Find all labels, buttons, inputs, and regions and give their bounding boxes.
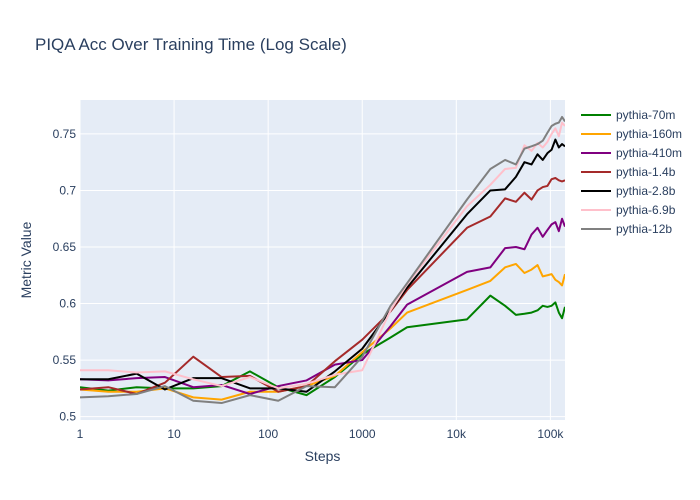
- series-line-pythia-410m: [80, 217, 565, 395]
- x-tick-label: 10k: [447, 427, 467, 441]
- legend-item-pythia-2.8b[interactable]: pythia-2.8b: [581, 184, 676, 198]
- legend-item-pythia-1.4b[interactable]: pythia-1.4b: [581, 165, 676, 179]
- legend-item-pythia-12b[interactable]: pythia-12b: [581, 222, 672, 236]
- legend-label: pythia-70m: [616, 108, 675, 122]
- plot-area: [80, 100, 565, 420]
- x-axis-title: Steps: [305, 448, 341, 464]
- y-tick-label: 0.5: [59, 410, 76, 424]
- series-line-pythia-70m: [80, 294, 565, 397]
- series-line-pythia-1.4b: [80, 177, 565, 395]
- legend-item-pythia-70m[interactable]: pythia-70m: [581, 108, 675, 122]
- legend-label: pythia-1.4b: [616, 165, 676, 179]
- x-tick-label: 100: [258, 427, 278, 441]
- legend-label: pythia-6.9b: [616, 203, 676, 217]
- series-line-pythia-12b: [80, 115, 565, 405]
- legend: pythia-70m pythia-160m pythia-410m pythia-1…: [581, 108, 682, 236]
- legend-item-pythia-160m[interactable]: pythia-160m: [581, 127, 682, 141]
- x-tick-label: 100k: [537, 427, 564, 441]
- legend-label: pythia-160m: [616, 127, 682, 141]
- y-tick-label: 0.55: [53, 353, 77, 367]
- chart-title: PIQA Acc Over Training Time (Log Scale): [35, 35, 347, 54]
- legend-item-pythia-6.9b[interactable]: pythia-6.9b: [581, 203, 676, 217]
- legend-label: pythia-2.8b: [616, 184, 676, 198]
- series-lines: [80, 115, 565, 405]
- y-tick-label: 0.65: [53, 240, 77, 254]
- legend-label: pythia-410m: [616, 146, 682, 160]
- series-line-pythia-160m: [80, 262, 565, 401]
- y-tick-label: 0.6: [59, 297, 76, 311]
- x-tick-label: 1000: [349, 427, 376, 441]
- axis-ticks: 1 10 100 1000 10k 100k 0.5 0.55 0.6 0.65 0.7 0.75: [53, 127, 565, 441]
- y-axis-title: Metric Value: [18, 221, 34, 298]
- y-tick-label: 0.7: [59, 183, 76, 197]
- legend-item-pythia-410m[interactable]: pythia-410m: [581, 146, 682, 160]
- x-tick-label: 1: [77, 427, 84, 441]
- x-tick-label: 10: [167, 427, 181, 441]
- series-line-pythia-6.9b: [80, 121, 565, 390]
- legend-label: pythia-12b: [616, 222, 672, 236]
- series-line-pythia-2.8b: [80, 138, 565, 393]
- y-tick-label: 0.75: [53, 127, 77, 141]
